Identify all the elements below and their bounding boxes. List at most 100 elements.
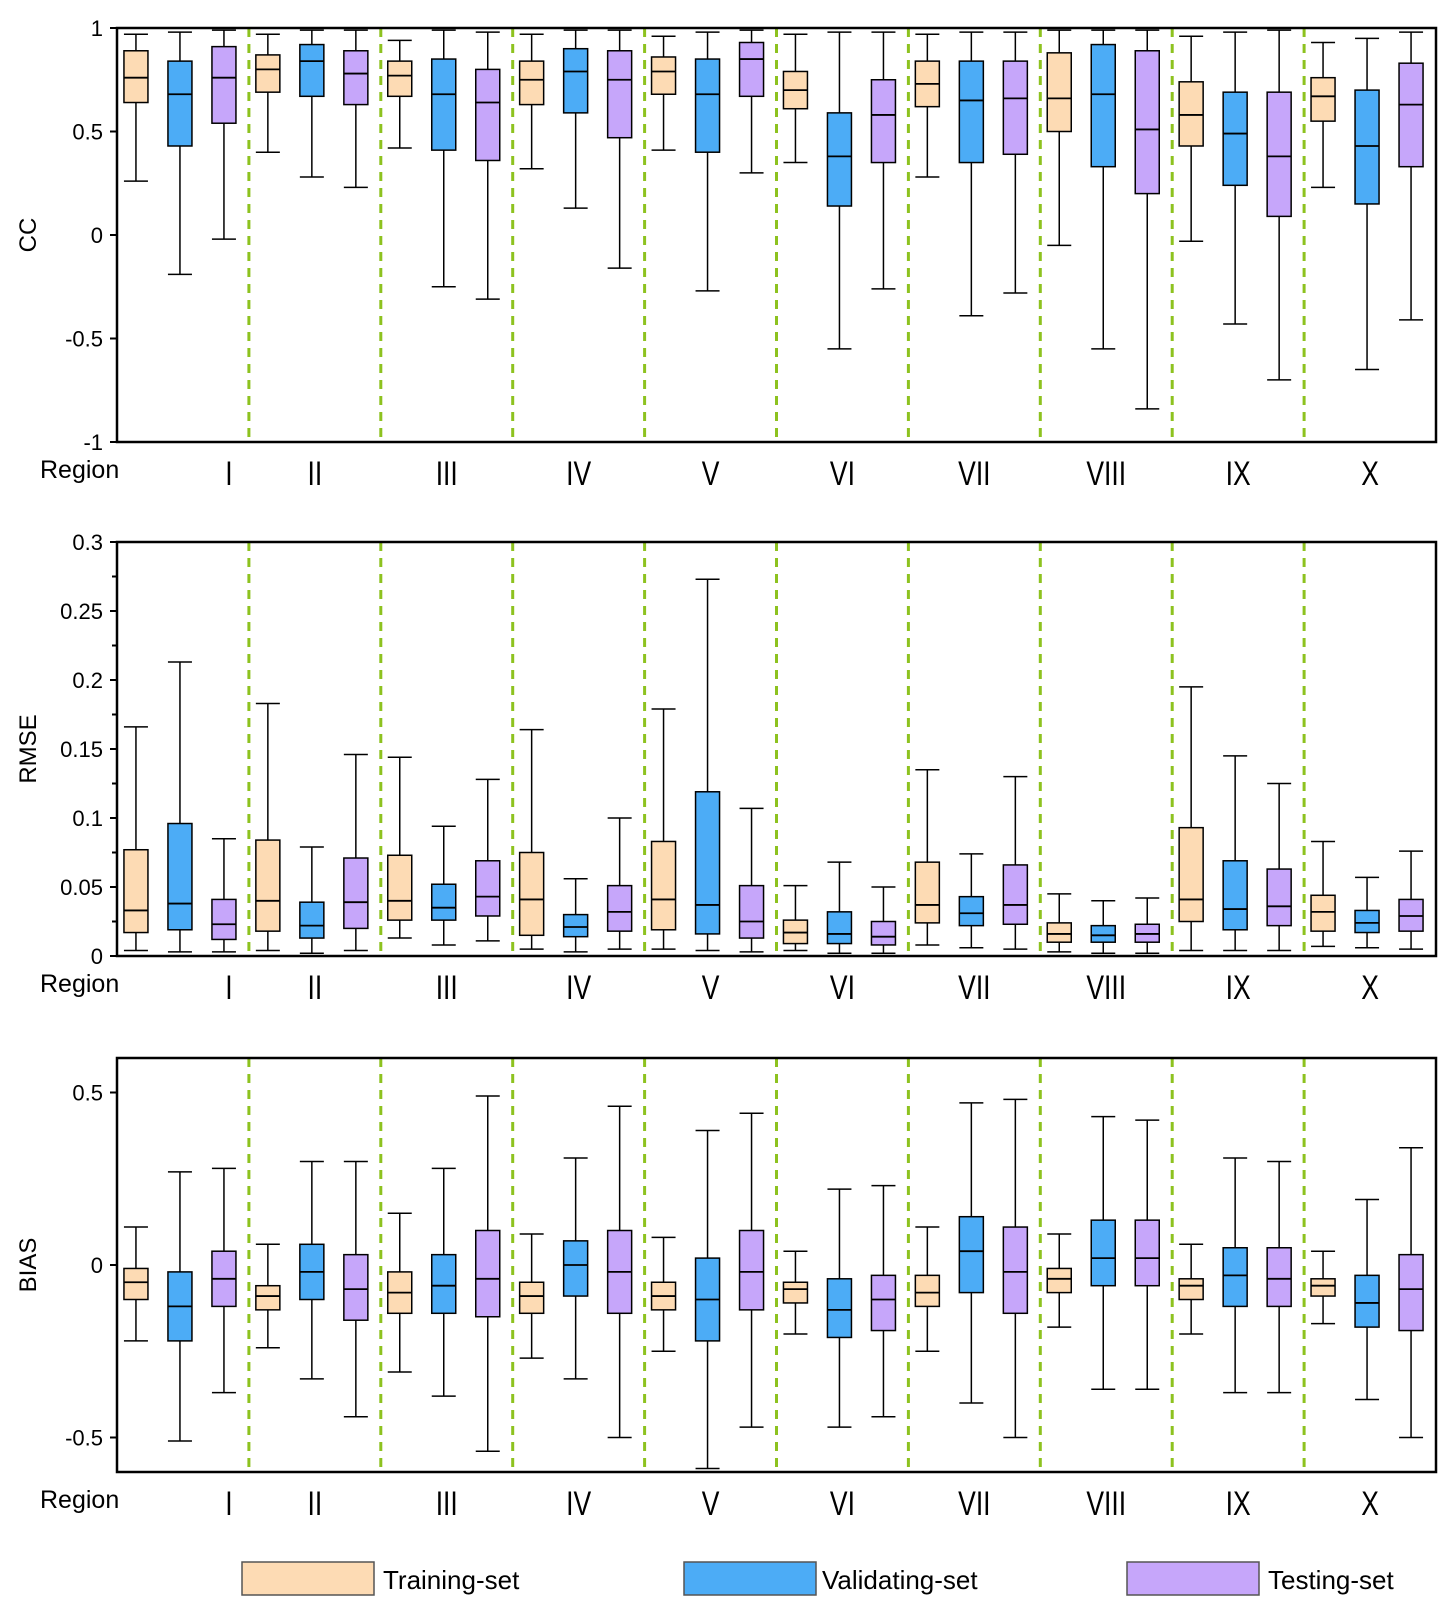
box-validating-vii (958, 853, 985, 949)
box-testing-iv (606, 817, 633, 950)
box-iqr (1310, 1278, 1336, 1297)
box-testing-vii (1002, 775, 1029, 950)
box-iqr (958, 1215, 985, 1294)
box-iqr (826, 112, 853, 207)
box-testing-iv (606, 29, 633, 269)
box-testing-vi (870, 886, 897, 954)
box-validating-vi (826, 1188, 853, 1428)
box-iqr (123, 1267, 149, 1301)
box-testing-v (738, 807, 765, 953)
box-training-iii (387, 1212, 413, 1373)
box-iqr (343, 50, 369, 106)
box-testing-viii (1134, 29, 1160, 410)
box-iqr (562, 913, 589, 938)
box-iqr (475, 860, 501, 917)
box-training-iii (387, 756, 413, 939)
y-tick-label: 0.5 (72, 120, 103, 145)
box-training-i (123, 33, 149, 182)
legend-label: Training-set (383, 1565, 520, 1595)
box-training-vi (782, 1250, 809, 1335)
box-iqr (1002, 864, 1029, 926)
box-iqr (1354, 89, 1380, 205)
box-iqr (475, 1229, 501, 1318)
box-iqr (914, 1274, 941, 1308)
box-iqr (299, 43, 325, 98)
box-testing-vii (1002, 31, 1029, 294)
box-iqr (1266, 868, 1292, 927)
y-tick-label: 0 (91, 223, 103, 248)
box-validating-iii (431, 1167, 457, 1397)
region-label: I (225, 969, 232, 1007)
region-label: I (225, 455, 232, 493)
region-label: V (702, 1485, 720, 1523)
box-iqr (167, 822, 193, 931)
box-validating-v (694, 1129, 721, 1470)
box-validating-iv (562, 29, 589, 209)
box-testing-ii (343, 1160, 369, 1418)
box-validating-ix (1222, 1157, 1248, 1394)
box-validating-vii (958, 31, 985, 317)
box-training-viii (1046, 893, 1072, 953)
box-iqr (255, 1284, 281, 1311)
box-iqr (518, 60, 545, 106)
box-iqr (123, 848, 149, 934)
box-training-ix (1178, 686, 1204, 952)
box-iqr (914, 861, 941, 924)
y-tick-label: -1 (83, 430, 103, 455)
box-training-vii (914, 33, 941, 178)
legend-label: Validating-set (822, 1565, 978, 1595)
box-validating-v (694, 578, 721, 952)
box-iqr (343, 857, 369, 930)
box-iqr (518, 851, 545, 937)
y-tick-label: 0.1 (72, 806, 103, 831)
region-label: IV (566, 969, 592, 1007)
box-training-vii (914, 768, 941, 946)
region-label: VIII (1086, 1485, 1126, 1523)
box-iqr (1354, 909, 1380, 934)
box-iqr (782, 1281, 809, 1304)
box-validating-vi (826, 861, 853, 954)
box-validating-i (167, 31, 193, 276)
x-axis-label: Region (40, 1486, 119, 1514)
region-label: II (307, 455, 322, 493)
legend-item-testing: Testing-set (1126, 1561, 1394, 1596)
y-tick-label: 0.2 (72, 668, 103, 693)
box-iqr (1178, 1278, 1204, 1301)
region-label: X (1361, 969, 1379, 1007)
y-tick-label: 0.15 (60, 737, 103, 762)
box-training-iv (518, 728, 545, 950)
box-iqr (958, 895, 985, 927)
box-training-ii (255, 1243, 281, 1349)
region-label: X (1361, 1485, 1379, 1523)
box-iqr (870, 920, 897, 946)
region-label: VI (830, 1485, 855, 1523)
box-iqr (826, 1278, 853, 1339)
box-validating-iii (431, 29, 457, 288)
box-iqr (475, 68, 501, 162)
box-training-v (650, 1236, 677, 1352)
y-tick-label: 1 (91, 16, 103, 41)
box-training-viii (1046, 29, 1072, 247)
box-iqr (1178, 826, 1204, 923)
box-iqr (650, 840, 677, 931)
box-iqr (562, 47, 589, 114)
box-testing-i (211, 837, 237, 953)
box-testing-v (738, 1112, 765, 1428)
box-training-vii (914, 1226, 941, 1352)
region-label: VIII (1086, 969, 1126, 1007)
box-iqr (123, 50, 149, 104)
box-iqr (1046, 52, 1072, 133)
box-testing-i (211, 1167, 237, 1394)
box-iqr (387, 60, 413, 98)
y-tick-label: -0.5 (65, 327, 103, 352)
box-iqr (958, 60, 985, 164)
box-iqr (606, 50, 633, 139)
y-tick-label: 0.25 (60, 599, 103, 624)
box-validating-v (694, 31, 721, 292)
box-testing-ii (343, 753, 369, 952)
box-iqr (1310, 76, 1336, 122)
box-validating-x (1354, 876, 1380, 949)
box-testing-x (1398, 850, 1424, 950)
box-iqr (606, 884, 633, 932)
